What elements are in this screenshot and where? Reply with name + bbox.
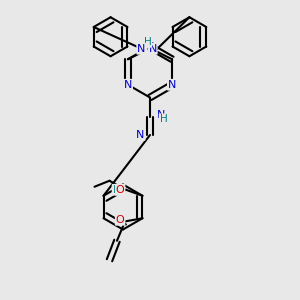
Text: H: H: [160, 114, 167, 124]
Text: N: N: [137, 44, 146, 54]
Text: N: N: [157, 110, 165, 121]
Text: O: O: [116, 185, 124, 195]
Text: H: H: [112, 185, 120, 195]
Text: N: N: [146, 41, 154, 52]
Text: N: N: [124, 80, 132, 90]
Text: H: H: [143, 37, 151, 47]
Text: O: O: [116, 215, 124, 225]
Text: N: N: [168, 80, 176, 90]
Text: N: N: [136, 130, 145, 140]
Text: N: N: [148, 44, 157, 54]
Text: H: H: [143, 37, 151, 47]
